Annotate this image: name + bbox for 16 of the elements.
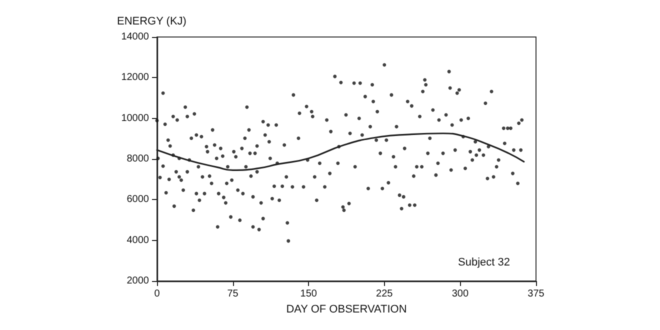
x-tick-label: 375 <box>528 288 545 300</box>
y-tick-label: 4000 <box>126 234 150 246</box>
x-tick-label: 225 <box>376 288 394 300</box>
x-axis-title: DAY OF OBSERVATION <box>286 303 407 316</box>
x-tick-label: 300 <box>452 288 469 300</box>
y-tick-label: 6000 <box>126 194 150 206</box>
x-tick-label: 150 <box>300 288 318 300</box>
y-tick-label: 2000 <box>126 276 150 286</box>
y-tick-label: 8000 <box>126 154 150 164</box>
y-axis-title: ENERGY (KJ) <box>117 16 186 28</box>
x-tick-label: 0 <box>154 288 160 300</box>
annotation: Subject 32 <box>458 256 510 268</box>
y-tick-label: 10000 <box>121 112 150 124</box>
y-tick-label: 12000 <box>121 72 150 84</box>
y-tick-label: 14000 <box>121 32 150 42</box>
x-tick-label: 75 <box>227 288 239 300</box>
